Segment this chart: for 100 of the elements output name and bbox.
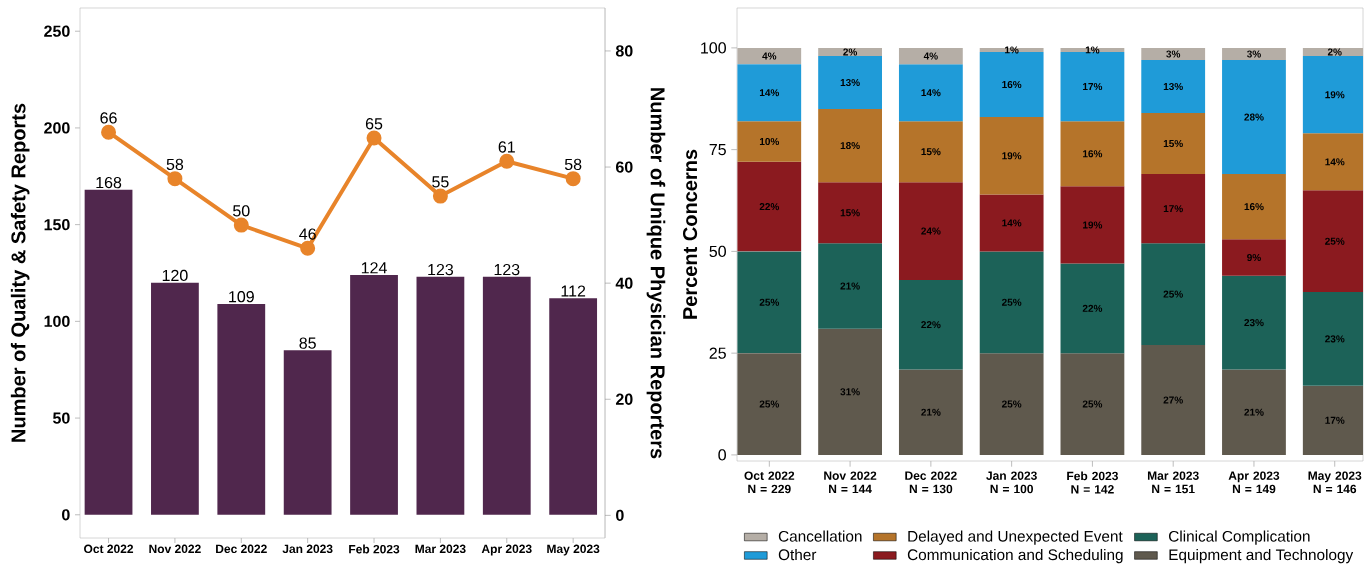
- data-label: 19%: [1083, 221, 1103, 229]
- bar: [979, 353, 1044, 455]
- x-tick-label: Mar 2023 N = 151: [1147, 471, 1199, 494]
- y2-tick-label: 80: [615, 45, 633, 57]
- bar: [482, 276, 531, 515]
- y2-tick-label: 20: [615, 393, 633, 405]
- data-label: 22%: [1082, 304, 1103, 312]
- data-label: 2%: [1327, 48, 1342, 56]
- x-tick-label: Jan 2023 N = 100: [986, 471, 1037, 494]
- data-label: 25%: [759, 400, 780, 408]
- bar: [818, 243, 882, 329]
- data-label: 9%: [1247, 253, 1261, 262]
- bar: [1222, 275, 1286, 370]
- bar: [979, 251, 1044, 354]
- data-label: 46: [299, 228, 316, 240]
- bar: [549, 298, 598, 515]
- data-label: 50: [233, 205, 250, 217]
- bar: [350, 274, 398, 515]
- data-label: 19%: [1002, 152, 1022, 160]
- bar: [1060, 186, 1125, 264]
- x-tick-label: Feb 2023: [349, 544, 400, 554]
- legend-label: Delayed and Unexpected Event: [908, 530, 1123, 545]
- data-label: 4%: [762, 52, 777, 60]
- data-label: 25%: [1325, 237, 1345, 245]
- bar: [283, 350, 332, 515]
- bar: [737, 251, 802, 354]
- bar: [737, 353, 802, 455]
- data-label: 31%: [840, 388, 860, 396]
- data-label: 4%: [923, 52, 938, 60]
- bar: [898, 64, 963, 122]
- data-label: 123: [428, 263, 454, 276]
- data-label: 58: [166, 158, 184, 171]
- bar: [151, 282, 199, 515]
- point: [233, 217, 249, 233]
- bar: [818, 47, 882, 57]
- data-label: 109: [229, 291, 254, 303]
- bar: [737, 64, 802, 122]
- y-tick-label: 50: [53, 412, 70, 424]
- data-label: 21%: [1244, 408, 1264, 416]
- data-label: 13%: [840, 78, 860, 87]
- data-label: 17%: [1083, 83, 1103, 91]
- bar: [1222, 369, 1286, 455]
- x-tick-label: Apr 2023 N = 149: [1228, 471, 1280, 494]
- x-tick-label: Nov 2022 N = 144: [824, 471, 877, 494]
- data-label: 61: [498, 141, 515, 153]
- data-label: 120: [162, 269, 188, 282]
- data-label: 168: [96, 176, 122, 189]
- bar: [818, 328, 882, 455]
- y-tick-label: 50: [709, 245, 726, 258]
- y-tick-label: 250: [44, 25, 70, 37]
- data-label: 16%: [1083, 150, 1103, 158]
- bar: [898, 47, 963, 65]
- data-label: 66: [100, 112, 117, 124]
- bar: [818, 56, 882, 109]
- bar: [1141, 345, 1206, 455]
- bar: [1222, 60, 1286, 175]
- data-label: 16%: [1244, 203, 1264, 211]
- bar: [979, 47, 1044, 52]
- data-label: 16%: [1002, 80, 1022, 89]
- y-tick-label: 200: [44, 122, 70, 134]
- y2-tick-label: 40: [615, 277, 633, 289]
- bar: [898, 369, 963, 455]
- bar: [217, 303, 266, 515]
- point: [432, 188, 448, 204]
- point: [366, 130, 382, 146]
- data-label: 14%: [1325, 158, 1345, 166]
- data-label: 22%: [759, 203, 780, 211]
- data-label: 15%: [921, 148, 941, 156]
- data-label: 10%: [759, 137, 780, 146]
- y2-axis-title: Number of Unique Physician Reporters: [646, 88, 666, 459]
- point: [300, 240, 316, 256]
- x-tick-label: Jan 2023: [282, 544, 333, 554]
- data-label: 21%: [921, 408, 941, 416]
- bar: [818, 182, 882, 244]
- x-tick-label: Oct 2022: [84, 544, 134, 554]
- data-label: 21%: [840, 282, 860, 290]
- data-label: 55: [432, 176, 449, 188]
- y-tick-label: 0: [718, 449, 726, 461]
- data-label: 17%: [1163, 205, 1183, 213]
- x-tick-label: May 2023 N = 146: [1308, 471, 1362, 494]
- bar: [737, 121, 802, 162]
- x-tick-label: Nov 2022: [149, 544, 201, 554]
- y2-tick-label: 60: [616, 161, 633, 173]
- x-tick-label: May 2023: [547, 544, 600, 556]
- data-label: 24%: [921, 227, 941, 235]
- data-label: 25%: [1082, 400, 1103, 408]
- data-label: 13%: [1163, 83, 1183, 91]
- data-label: 14%: [1002, 219, 1022, 227]
- bar: [1060, 263, 1125, 354]
- bar: [1141, 60, 1206, 114]
- x-tick-label: Oct 2022 N = 229: [744, 471, 795, 494]
- data-label: 14%: [921, 89, 941, 97]
- legend-label: Clinical Complication: [1169, 530, 1310, 545]
- data-label: 25%: [759, 298, 780, 306]
- data-label: 3%: [1166, 50, 1181, 58]
- point: [167, 171, 183, 187]
- y-tick-label: 100: [44, 315, 70, 328]
- x-tick-label: Dec 2022 N = 130: [905, 471, 957, 494]
- bar: [898, 182, 963, 280]
- bar: [979, 194, 1044, 252]
